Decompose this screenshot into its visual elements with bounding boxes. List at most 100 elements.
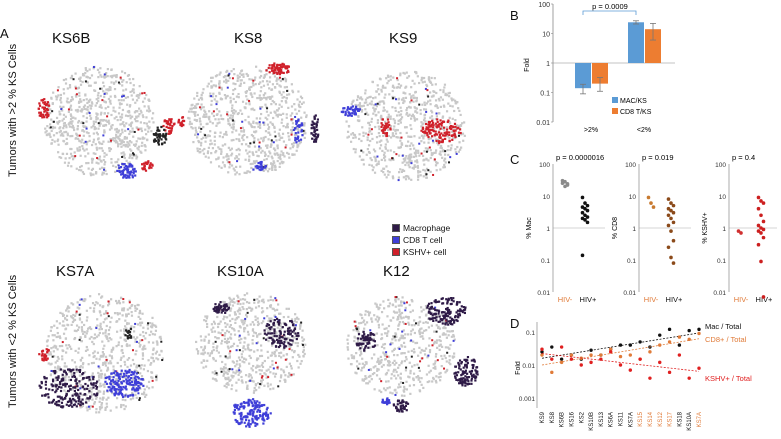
tsne-cell (217, 310, 220, 314)
tsne-cell (223, 304, 226, 307)
tsne-cell (256, 410, 259, 413)
tsne-cell (106, 369, 109, 372)
tsne-cell (269, 295, 272, 298)
tsne-cell (439, 339, 442, 343)
tsne-cell (220, 370, 223, 373)
tsne-cell (211, 371, 214, 374)
tsne-cell (427, 135, 430, 139)
tsne-cell (283, 346, 286, 349)
tsne-cell (69, 135, 72, 138)
tsne-cell (83, 371, 87, 374)
tsne-cell (218, 322, 221, 325)
tsne-cell (293, 127, 297, 130)
tsne-cell (292, 331, 296, 334)
tsne-cell (244, 337, 247, 340)
tsne-cell (127, 161, 130, 165)
tsne-cell (165, 125, 168, 129)
tsne-cell (246, 346, 250, 350)
tsne-cell (370, 132, 373, 135)
tsne-cell (232, 123, 235, 126)
tsne-cell (139, 333, 142, 336)
tsne-cell (110, 125, 113, 128)
tsne-cell (73, 403, 77, 406)
tsne-cell (463, 134, 466, 137)
tsne-cell (65, 351, 68, 354)
tsne-cell (302, 349, 305, 352)
tsne-cell (133, 382, 137, 385)
tsne-cell (225, 329, 229, 332)
tsne-cell (258, 386, 261, 389)
tsne-cell (448, 330, 451, 333)
tsne-cell (435, 169, 438, 172)
tsne-cell (135, 383, 138, 386)
tsne-cell (113, 392, 117, 395)
tsne-cell (93, 355, 96, 358)
tsne-cell (264, 168, 267, 171)
tsne-cell (362, 163, 365, 166)
tsne-cell (140, 127, 143, 130)
tsne-cell (253, 162, 256, 165)
tsne-cell (89, 379, 92, 382)
tsne-cell (385, 132, 388, 136)
tsne-cell (61, 344, 64, 348)
tsne-cell (94, 143, 97, 146)
tsne-cell (157, 139, 160, 142)
tsne-cell (66, 134, 69, 137)
tsne-cell (275, 71, 278, 74)
tsne-cell (89, 295, 92, 298)
tsne-cell (137, 137, 140, 140)
tsne-cell (393, 121, 397, 125)
tsne-cell (87, 363, 90, 366)
tsne-cell (79, 298, 82, 301)
tsne-cell (377, 160, 380, 163)
tsne-cell (440, 354, 443, 358)
tsne-cell (228, 296, 231, 299)
tsne-cell (148, 333, 151, 337)
tsne-cell (245, 401, 248, 404)
tsne-cell (129, 117, 132, 120)
tsne-cell (128, 301, 131, 304)
tsne-cell (420, 76, 424, 79)
tsne-cell (245, 315, 249, 318)
tsne-cell (281, 71, 284, 74)
tsne-cell (123, 328, 126, 331)
tsne-cell (247, 159, 251, 162)
tsne-cell (122, 404, 125, 407)
tsne-cell (51, 334, 54, 337)
tsne-cell (235, 165, 238, 169)
tsne-cell (266, 107, 269, 110)
tsne-cell (211, 147, 215, 150)
tsne-cell (170, 129, 173, 132)
tsne-cell (267, 385, 270, 388)
tsne-cell (98, 358, 101, 361)
tsne-cell (408, 155, 411, 158)
tsne-cell (245, 308, 248, 311)
tsne-cell (65, 391, 68, 394)
tsne-cell (214, 340, 217, 343)
tsne-cell (219, 332, 222, 335)
tsne-cell (69, 117, 73, 121)
tsne-cell (251, 369, 254, 372)
tsne-cell (441, 156, 444, 159)
tsne-cell (56, 95, 59, 99)
tsne-cell (122, 355, 125, 358)
tsne-cell (251, 404, 254, 408)
tsne-cell (379, 100, 382, 103)
tsne-cell (59, 129, 62, 133)
tsne-cell (269, 133, 272, 136)
tsne-cell (103, 112, 106, 115)
tsne-cell (434, 138, 438, 141)
tsne-cell (143, 388, 146, 391)
tsne-cell (408, 159, 411, 162)
tsne-cell (113, 394, 116, 397)
tsne-cell (123, 407, 126, 411)
tsne-cell (403, 359, 406, 363)
tsne-cell (384, 332, 387, 335)
tsne-cell (72, 303, 75, 306)
tsne-cell (358, 106, 362, 109)
tsne-cell (96, 302, 99, 305)
tsne-cell (259, 147, 262, 150)
tsne-cell (254, 315, 257, 318)
tsne-cell (241, 136, 244, 139)
tsne-cell (427, 169, 430, 172)
